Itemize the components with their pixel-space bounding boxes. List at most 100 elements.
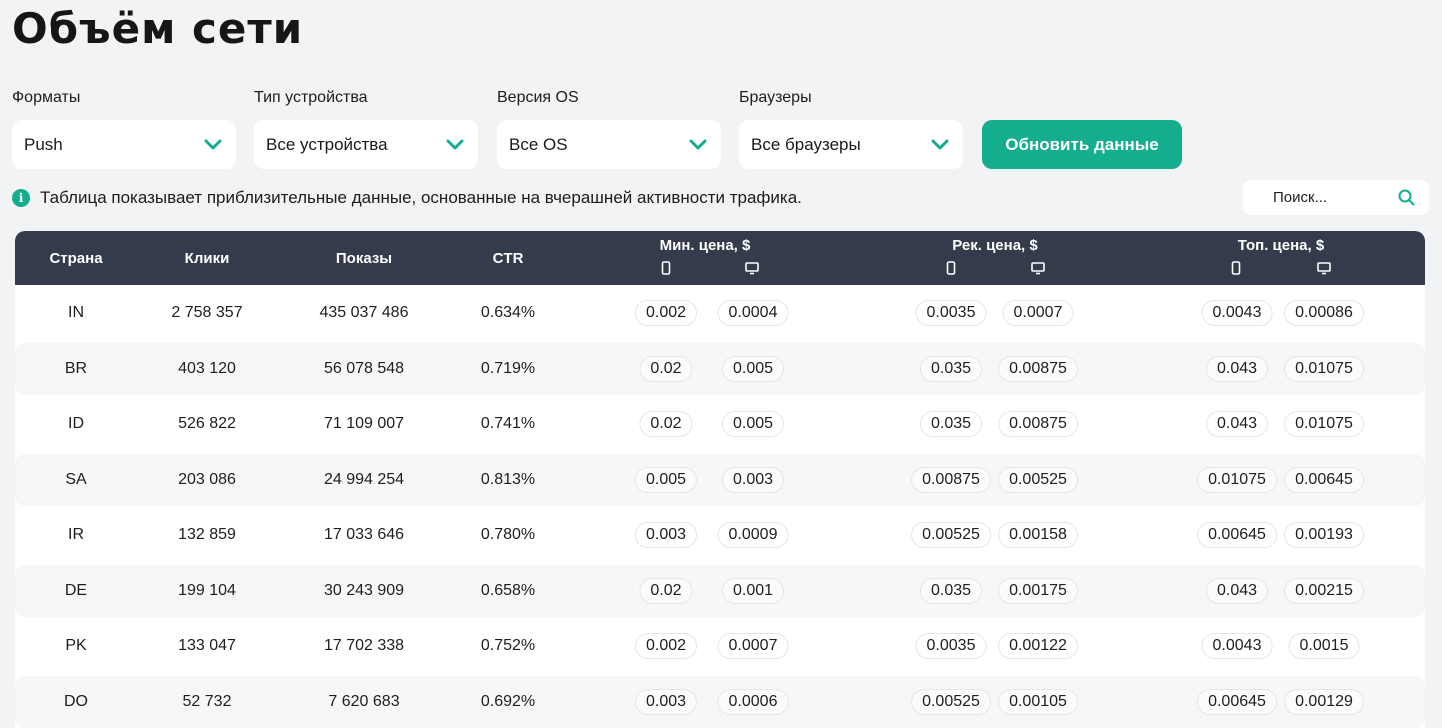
top-price-mobile: 0.043 bbox=[1205, 355, 1269, 382]
cell-country: DO bbox=[64, 692, 88, 710]
chevron-down-icon bbox=[931, 139, 949, 151]
top-price-desktop: 0.01075 bbox=[1284, 411, 1364, 437]
header-ctr: CTR bbox=[492, 249, 524, 267]
min-price-mobile: 0.005 bbox=[634, 466, 698, 493]
min-price-desktop: 0.005 bbox=[721, 411, 785, 437]
os-version-select-value: Все OS bbox=[509, 134, 568, 154]
refresh-data-button[interactable]: Обновить данные bbox=[982, 120, 1182, 169]
cell-impressions: 17 033 646 bbox=[323, 526, 405, 543]
top-price-desktop: 0.01075 bbox=[1284, 355, 1364, 382]
table-header: Страна Клики Показы CTR Мин. цена, $ Рек… bbox=[15, 231, 1425, 285]
table-row: PK 133 047 17 702 338 0.752% 0.002 0.0007 0.00… bbox=[15, 620, 1425, 672]
desktop-icon bbox=[1031, 261, 1045, 275]
cell-country: BR bbox=[64, 359, 88, 377]
table-row: IN 2 758 357 435 037 486 0.634% 0.002 0.0004 0… bbox=[15, 287, 1425, 339]
min-price-desktop: 0.0006 bbox=[717, 688, 789, 715]
cell-clicks: 133 047 bbox=[178, 637, 236, 654]
cell-country: IN bbox=[68, 304, 84, 321]
info-notice: i Таблица показывает приблизительные дан… bbox=[12, 187, 802, 209]
cell-impressions: 7 620 683 bbox=[328, 692, 400, 710]
cell-country: IR bbox=[68, 526, 84, 543]
browsers-select-value: Все браузеры bbox=[751, 134, 861, 154]
cell-clicks: 132 859 bbox=[178, 526, 236, 543]
rec-price-desktop: 0.00158 bbox=[998, 522, 1078, 548]
top-price-mobile: 0.00645 bbox=[1197, 688, 1277, 715]
cell-ctr: 0.719% bbox=[480, 359, 536, 377]
mobile-icon bbox=[1229, 261, 1243, 275]
cell-clicks: 52 732 bbox=[182, 692, 232, 710]
cell-ctr: 0.658% bbox=[480, 581, 536, 599]
filter-device-type: Тип устройства Все устройства bbox=[254, 88, 478, 169]
top-price-mobile: 0.01075 bbox=[1197, 466, 1277, 493]
min-price-mobile: 0.02 bbox=[639, 577, 693, 604]
rec-price-desktop: 0.00122 bbox=[998, 633, 1078, 659]
filter-browsers: Браузеры Все браузеры bbox=[739, 88, 963, 169]
top-price-mobile: 0.043 bbox=[1205, 411, 1269, 437]
browsers-select[interactable]: Все браузеры bbox=[739, 120, 963, 169]
table-row: BR 403 120 56 078 548 0.719% 0.02 0.005 0.035 0… bbox=[15, 342, 1425, 395]
min-price-mobile: 0.003 bbox=[634, 688, 698, 715]
formats-select[interactable]: Push bbox=[12, 120, 236, 169]
cell-clicks: 203 086 bbox=[178, 470, 236, 488]
header-rec-price: Рек. цена, $ bbox=[885, 231, 1105, 285]
cell-impressions: 56 078 548 bbox=[323, 359, 405, 377]
rec-price-mobile: 0.00875 bbox=[911, 466, 991, 493]
network-volume-table: Страна Клики Показы CTR Мин. цена, $ Рек… bbox=[15, 231, 1425, 728]
header-min-price-title: Мин. цена, $ bbox=[659, 237, 751, 254]
device-type-select[interactable]: Все устройства bbox=[254, 120, 478, 169]
mobile-icon bbox=[659, 261, 673, 275]
filter-label-device-type: Тип устройства bbox=[254, 89, 368, 106]
device-type-select-value: Все устройства bbox=[266, 134, 388, 154]
header-rec-price-title: Рек. цена, $ bbox=[952, 237, 1038, 254]
header-min-price: Мин. цена, $ bbox=[595, 231, 815, 285]
cell-ctr: 0.752% bbox=[480, 637, 536, 654]
rec-price-mobile: 0.0035 bbox=[915, 633, 987, 659]
top-price-mobile: 0.0043 bbox=[1201, 300, 1273, 326]
table-row: SA 203 086 24 994 254 0.813% 0.005 0.003 0.008… bbox=[15, 453, 1425, 506]
top-price-mobile: 0.0043 bbox=[1201, 633, 1273, 659]
cell-clicks: 199 104 bbox=[178, 581, 236, 599]
chevron-down-icon bbox=[446, 139, 464, 151]
rec-price-mobile: 0.035 bbox=[919, 355, 983, 382]
top-price-desktop: 0.00129 bbox=[1284, 688, 1364, 715]
top-price-mobile: 0.00645 bbox=[1197, 522, 1277, 548]
rec-price-mobile: 0.00525 bbox=[911, 688, 991, 715]
header-top-price: Топ. цена, $ bbox=[1171, 231, 1391, 285]
cell-ctr: 0.634% bbox=[480, 304, 536, 321]
top-price-desktop: 0.00215 bbox=[1284, 577, 1364, 604]
rec-price-mobile: 0.00525 bbox=[911, 522, 991, 548]
cell-country: SA bbox=[65, 470, 87, 488]
cell-impressions: 30 243 909 bbox=[323, 581, 405, 599]
rec-price-desktop: 0.00175 bbox=[998, 577, 1078, 604]
top-price-desktop: 0.00086 bbox=[1284, 300, 1364, 326]
filter-formats: Форматы Push bbox=[12, 88, 236, 169]
search-input[interactable] bbox=[1273, 189, 1383, 206]
top-price-desktop: 0.00193 bbox=[1284, 522, 1364, 548]
os-version-select[interactable]: Все OS bbox=[497, 120, 721, 169]
min-price-mobile: 0.002 bbox=[634, 300, 698, 326]
cell-clicks: 403 120 bbox=[178, 359, 236, 377]
cell-country: ID bbox=[68, 415, 84, 432]
min-price-desktop: 0.0004 bbox=[717, 300, 789, 326]
rec-price-mobile: 0.035 bbox=[919, 577, 983, 604]
min-price-desktop: 0.005 bbox=[721, 355, 785, 382]
cell-impressions: 17 702 338 bbox=[323, 637, 405, 654]
min-price-mobile: 0.02 bbox=[639, 355, 693, 382]
info-icon: i bbox=[12, 189, 30, 207]
cell-ctr: 0.741% bbox=[480, 415, 536, 432]
filter-os-version: Версия OS Все OS bbox=[497, 88, 721, 169]
info-text: Таблица показывает приблизительные данны… bbox=[40, 188, 802, 207]
min-price-desktop: 0.0007 bbox=[717, 633, 789, 659]
filter-label-formats: Форматы bbox=[12, 89, 81, 106]
desktop-icon bbox=[745, 261, 759, 275]
rec-price-mobile: 0.0035 bbox=[915, 300, 987, 326]
cell-ctr: 0.813% bbox=[480, 470, 536, 488]
chevron-down-icon bbox=[689, 139, 707, 151]
header-impressions: Показы bbox=[335, 249, 393, 267]
cell-ctr: 0.692% bbox=[480, 692, 536, 710]
rec-price-desktop: 0.00875 bbox=[998, 355, 1078, 382]
search-box bbox=[1243, 180, 1429, 215]
table-row: IR 132 859 17 033 646 0.780% 0.003 0.0009 0.00… bbox=[15, 509, 1425, 561]
table-row: ID 526 822 71 109 007 0.741% 0.02 0.005 0.035 0… bbox=[15, 398, 1425, 450]
search-icon[interactable] bbox=[1398, 189, 1415, 206]
